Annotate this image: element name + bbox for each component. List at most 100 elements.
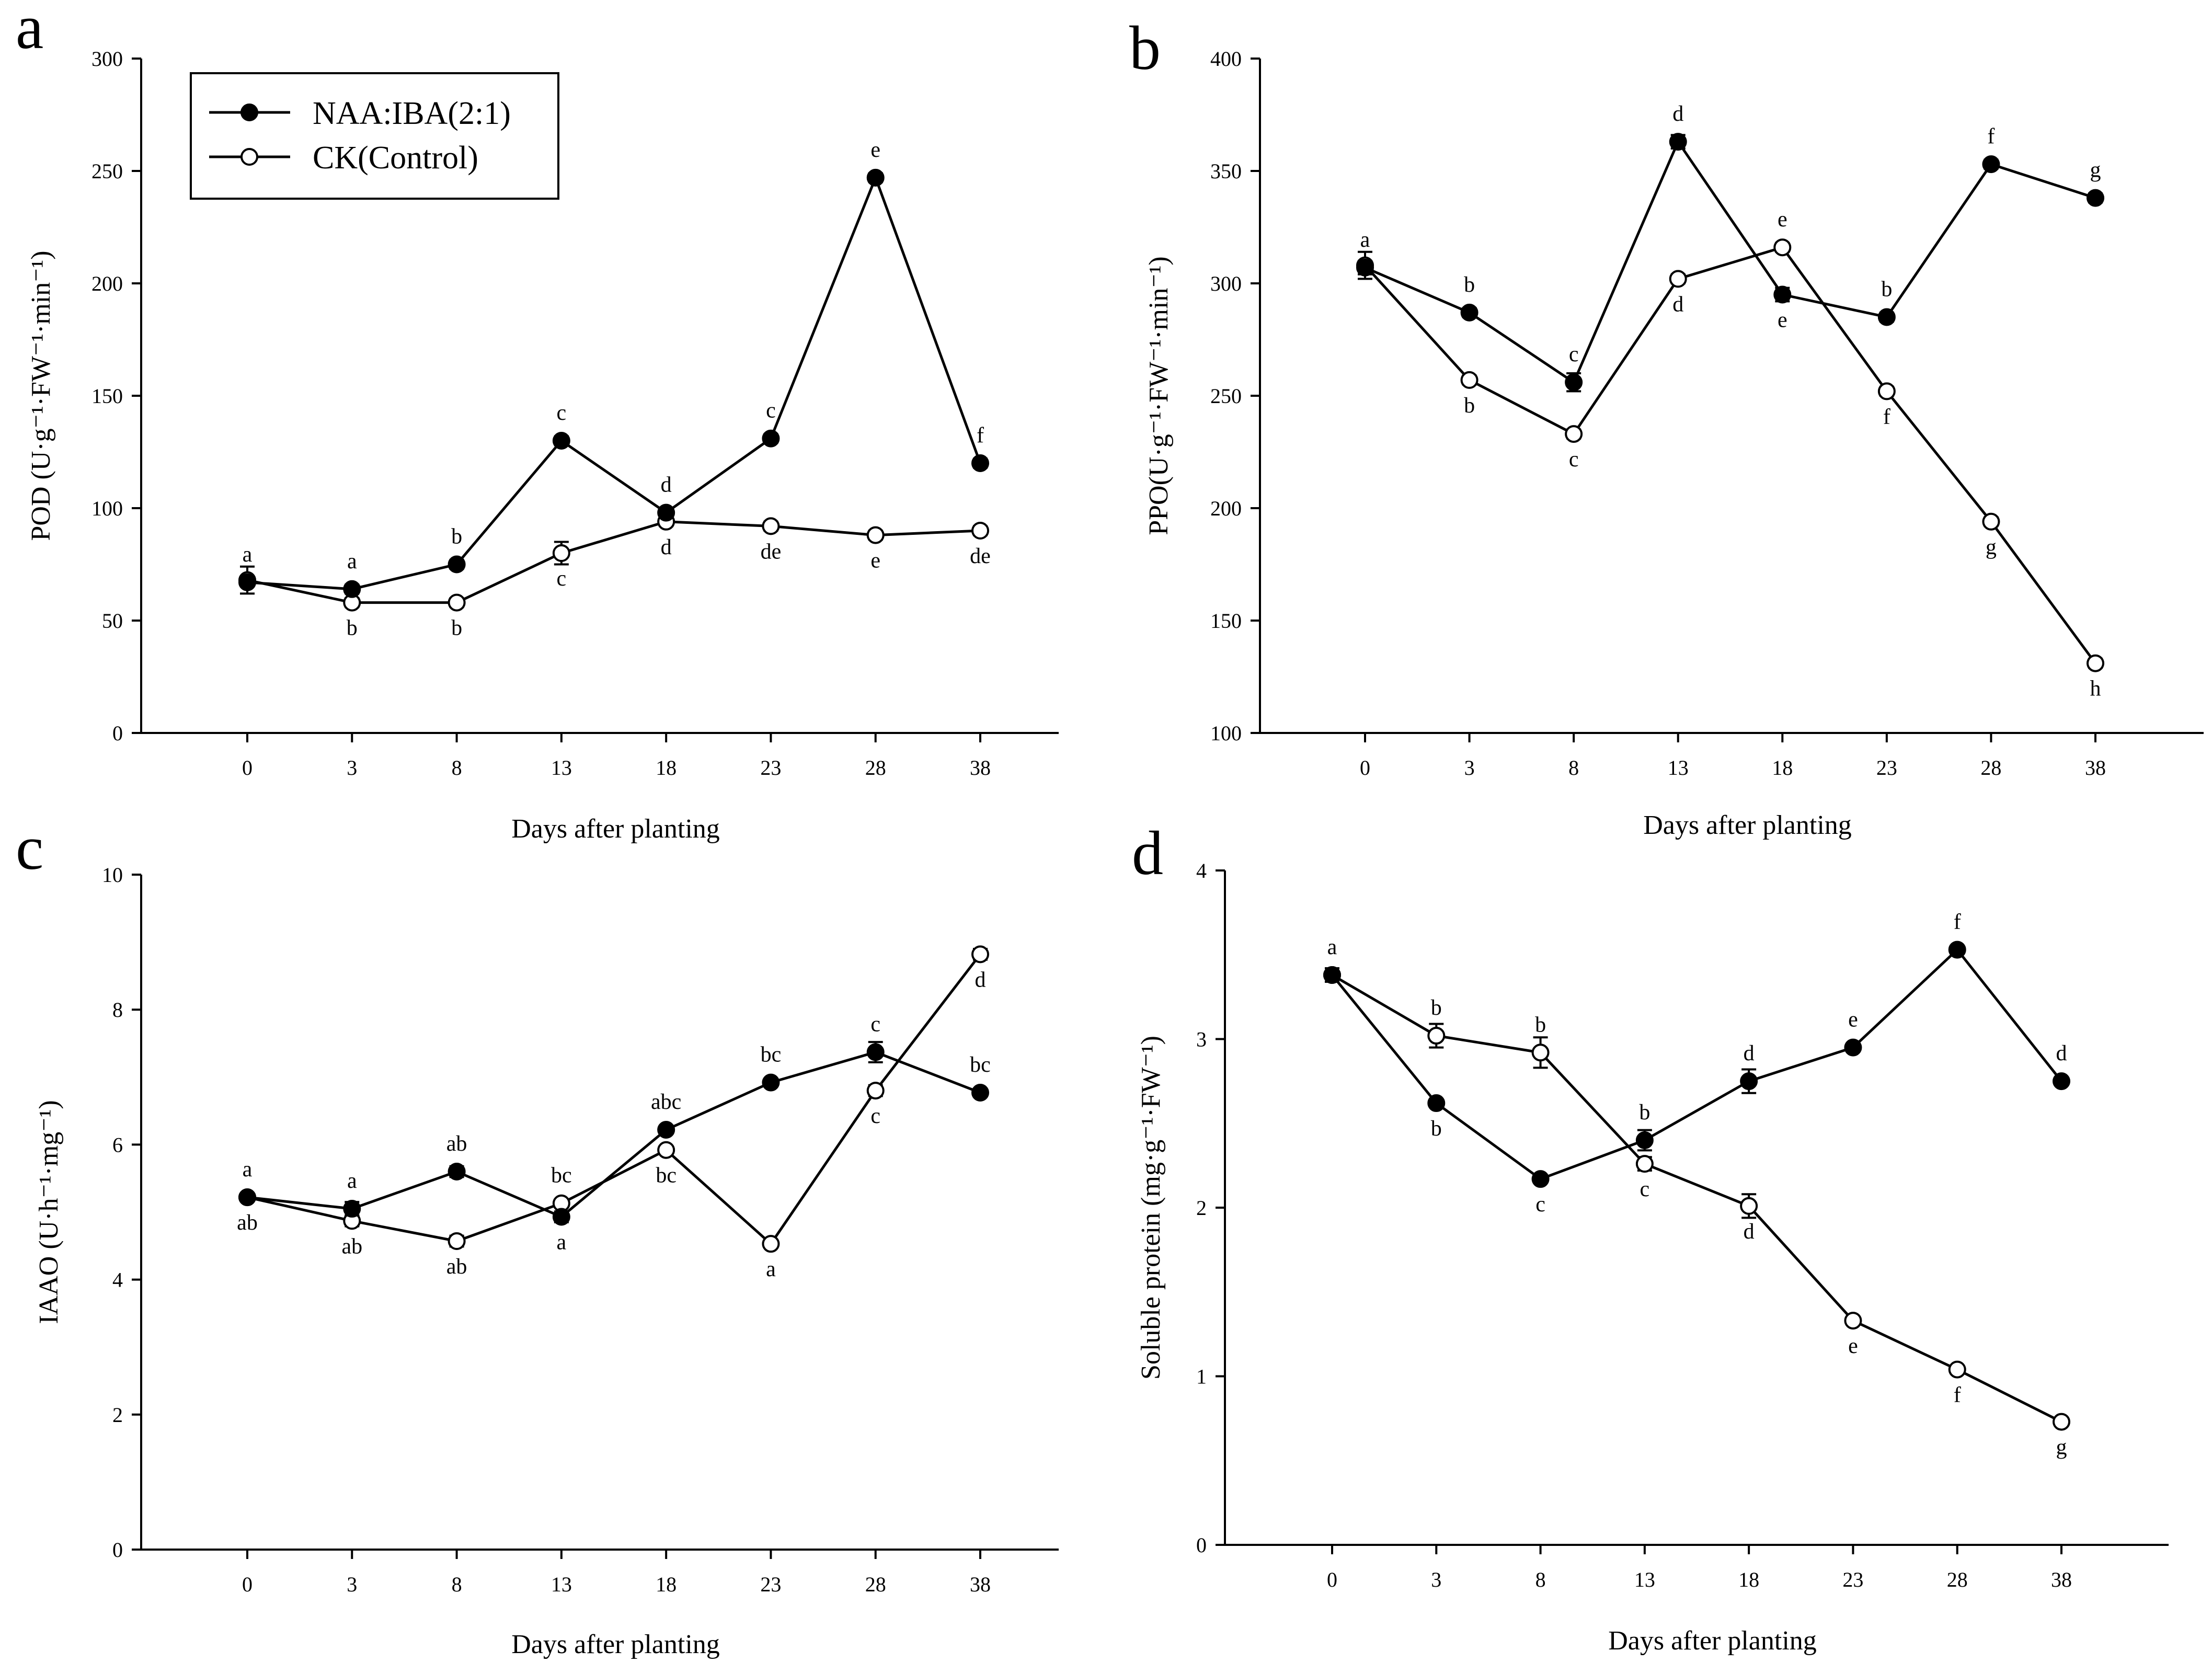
x-axis-label: Days after planting — [1643, 810, 1852, 840]
data-point-naa — [971, 454, 989, 472]
significance-label-naa: g — [2090, 158, 2101, 182]
y-tick-label: 150 — [1210, 609, 1242, 633]
significance-label-ck: bc — [656, 1164, 677, 1188]
y-tick-label: 0 — [1196, 1533, 1207, 1557]
y-axis-label: POD (U·g⁻¹·FW⁻¹·min⁻¹) — [26, 250, 56, 541]
legend-label-ck: CK(Control) — [313, 140, 478, 176]
x-tick-label: 8 — [452, 756, 462, 779]
x-tick-label: 3 — [1431, 1568, 1441, 1591]
significance-label-naa: a — [243, 543, 253, 567]
significance-label-naa: f — [1954, 910, 1961, 934]
significance-label-ck: e — [1848, 1334, 1858, 1358]
data-point-naa — [448, 1163, 466, 1181]
data-point-naa — [1356, 258, 1374, 277]
significance-label-naa: c — [1569, 342, 1579, 366]
significance-label-ck: h — [2090, 677, 2101, 701]
y-tick-label: 2 — [112, 1403, 123, 1427]
x-tick-label: 3 — [1464, 756, 1475, 779]
series-line-naa — [1365, 139, 2096, 384]
significance-label-naa: f — [977, 423, 984, 448]
legend-marker-ck — [240, 148, 258, 166]
x-axis-label: Days after planting — [511, 814, 720, 844]
data-point-naa — [343, 580, 361, 598]
x-tick-label: 23 — [1876, 756, 1897, 779]
series-line-ck — [1364, 246, 2097, 664]
data-point-ck — [448, 593, 466, 612]
data-point-ck — [1982, 512, 2000, 531]
significance-label-ck: ab — [237, 1211, 258, 1235]
data-point-naa — [1982, 155, 2000, 174]
data-point-naa — [448, 555, 466, 574]
data-point-ck — [552, 544, 570, 562]
significance-label-naa: bc — [761, 1043, 782, 1067]
data-point-ck — [657, 1141, 675, 1159]
data-point-naa — [238, 573, 256, 591]
significance-label-ck: b — [1431, 996, 1442, 1020]
data-point-ck — [1460, 371, 1479, 389]
significance-label-ck: c — [870, 1104, 880, 1128]
series-line-ck — [247, 520, 981, 604]
data-point-naa — [552, 432, 570, 450]
data-point-ck — [448, 1232, 466, 1251]
data-point-naa — [1427, 1094, 1446, 1113]
x-tick-label: 23 — [760, 1573, 781, 1596]
x-tick-label: 28 — [865, 1573, 886, 1596]
significance-label-naa: b — [1881, 278, 1892, 302]
y-tick-label: 250 — [1210, 384, 1242, 408]
data-point-ck — [1844, 1312, 1862, 1330]
data-point-naa — [1877, 308, 1896, 326]
legend-marker-naa — [240, 104, 258, 121]
data-point-ck — [1740, 1197, 1758, 1215]
panel-letter-d: d — [1132, 818, 1163, 888]
data-point-ck — [971, 522, 989, 540]
significance-label-naa: e — [870, 138, 880, 162]
data-point-naa — [2053, 1072, 2070, 1091]
significance-label-ck: b — [1535, 1013, 1546, 1037]
x-tick-label: 0 — [1327, 1568, 1337, 1591]
y-tick-label: 100 — [91, 497, 123, 520]
data-point-naa — [1948, 941, 1966, 959]
significance-label-ck: f — [1883, 405, 1890, 429]
significance-label-ck: d — [975, 968, 986, 992]
x-tick-label: 18 — [1738, 1568, 1759, 1591]
significance-label-ck: f — [1954, 1383, 1961, 1407]
y-axis-label: PPO(U·g⁻¹·FW⁻¹·min⁻¹) — [1144, 256, 1174, 535]
data-point-naa — [1531, 1170, 1550, 1188]
significance-label-naa: a — [243, 1157, 253, 1182]
legend-box — [190, 72, 559, 200]
data-point-ck — [1635, 1155, 1654, 1173]
data-point-ck — [1948, 1360, 1966, 1379]
y-tick-label: 4 — [112, 1268, 123, 1292]
x-axis-label: Days after planting — [511, 1630, 720, 1659]
significance-label-ck: c — [1640, 1177, 1650, 1201]
x-tick-label: 23 — [760, 756, 781, 779]
significance-label-naa: f — [1987, 124, 1995, 148]
significance-label-naa: c — [870, 1013, 880, 1037]
data-point-naa — [1460, 303, 1479, 322]
series-line-naa — [247, 174, 982, 591]
significance-label-ck: de — [761, 540, 782, 564]
data-point-ck — [1877, 382, 1896, 400]
y-tick-label: 0 — [112, 1538, 123, 1562]
x-tick-label: 38 — [970, 1573, 991, 1596]
significance-label-ck: de — [970, 544, 991, 568]
data-point-naa — [552, 1208, 570, 1226]
data-point-ck — [762, 517, 780, 535]
data-point-naa — [2087, 189, 2104, 207]
y-axis-label: IAAO (U·h⁻¹·mg⁻¹) — [34, 1100, 64, 1324]
significance-label-ck: b — [1464, 394, 1475, 418]
data-point-naa — [971, 1083, 989, 1102]
significance-label-naa: a — [1360, 228, 1370, 252]
data-point-ck — [1531, 1044, 1550, 1062]
x-tick-label: 38 — [970, 756, 991, 779]
y-tick-label: 8 — [112, 998, 123, 1022]
y-axis-label: Soluble protein (mg·g⁻¹·FW⁻¹) — [1136, 1036, 1166, 1380]
legend: NAA:IBA(2:1) CK(Control) — [190, 72, 559, 200]
data-point-ck — [1565, 425, 1583, 443]
x-tick-label: 0 — [242, 1573, 253, 1596]
significance-label-ck: g — [1986, 535, 1997, 559]
significance-label-naa: e — [1778, 308, 1787, 332]
x-tick-label: 38 — [2051, 1568, 2072, 1591]
series-line-naa — [1331, 947, 2062, 1180]
